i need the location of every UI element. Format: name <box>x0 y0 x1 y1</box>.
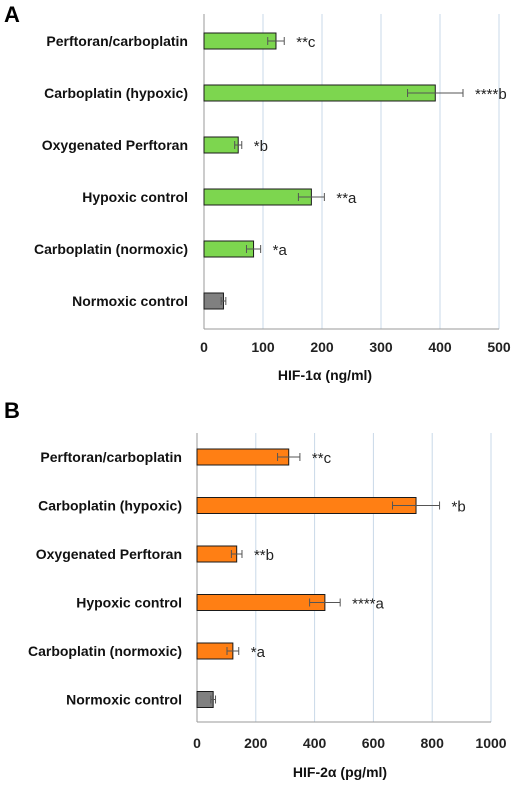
bar <box>203 136 239 154</box>
bar <box>203 188 312 206</box>
x-tick-label: 600 <box>362 735 386 751</box>
significance-annotation: **b <box>254 547 274 564</box>
category-label: Normoxic control <box>66 692 182 708</box>
category-label: Perftoran/carboplatin <box>40 449 182 465</box>
x-axis-title: HIF-2α (pg/ml) <box>293 764 387 780</box>
x-tick-label: 300 <box>369 339 393 355</box>
category-label: Hypoxic control <box>82 189 188 205</box>
significance-annotation: **c <box>312 450 332 467</box>
significance-annotation: ****b <box>475 86 507 103</box>
significance-annotation: *b <box>452 499 466 516</box>
x-tick-label: 400 <box>303 735 327 751</box>
x-tick-label: 200 <box>244 735 268 751</box>
significance-annotation: *a <box>273 242 288 259</box>
chart-panel-a: A 0 100 200 300 400 500 HIF-1α (ng/ml) Perftoran… <box>4 2 511 383</box>
x-tick-label: 0 <box>193 735 201 751</box>
x-tick-label: 800 <box>421 735 445 751</box>
category-label: Oxygenated Perftoran <box>42 137 188 153</box>
category-label: Carboplatin (normoxic) <box>28 643 182 659</box>
bar <box>196 497 417 514</box>
significance-annotation: **a <box>336 190 357 207</box>
significance-annotation: **c <box>296 34 316 51</box>
x-tick-label: 100 <box>251 339 275 355</box>
significance-annotation: *b <box>254 138 268 155</box>
x-tick-label: 400 <box>428 339 452 355</box>
x-tick-label: 0 <box>200 339 208 355</box>
bar <box>196 594 326 611</box>
chart-panel-b: B 0 200 400 600 800 1000 HIF-2α (pg/ml) Perftora… <box>4 398 507 780</box>
x-tick-label: 200 <box>310 339 334 355</box>
bar <box>203 32 277 50</box>
bar <box>203 84 436 102</box>
bar <box>203 292 224 310</box>
x-axis-title: HIF-1α (ng/ml) <box>278 367 372 383</box>
category-label: Hypoxic control <box>76 595 182 611</box>
category-label: Perftoran/carboplatin <box>46 33 188 49</box>
panel-letter: B <box>4 398 20 423</box>
category-label: Carboplatin (hypoxic) <box>44 85 188 101</box>
significance-annotation: ****a <box>352 596 384 613</box>
category-label: Normoxic control <box>72 293 188 309</box>
panel-letter: A <box>4 2 20 27</box>
significance-annotation: *a <box>251 644 266 661</box>
x-tick-label: 1000 <box>475 735 506 751</box>
bar <box>196 545 238 563</box>
bar <box>196 448 290 466</box>
category-label: Carboplatin (hypoxic) <box>38 498 182 514</box>
category-label: Oxygenated Perftoran <box>36 546 182 562</box>
x-tick-label: 500 <box>487 339 511 355</box>
category-label: Carboplatin (normoxic) <box>34 241 188 257</box>
